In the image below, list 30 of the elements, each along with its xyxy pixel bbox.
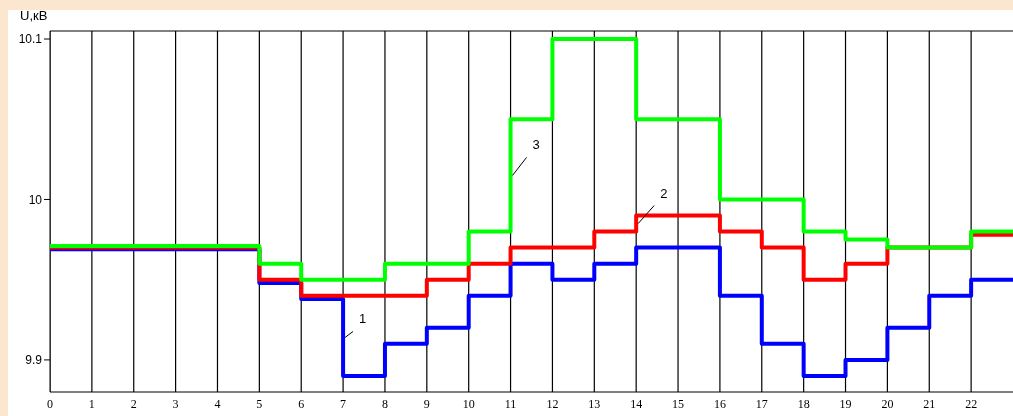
y-tick-label: 10.1 <box>18 32 43 47</box>
x-tick-label: 21 <box>923 397 936 411</box>
y-tick-label: 10 <box>28 192 43 207</box>
x-tick-label: 1 <box>88 397 95 411</box>
x-tick-label: 3 <box>172 397 179 411</box>
y-tick-label: 9.9 <box>25 353 43 368</box>
y-axis-title: U,кВ <box>20 8 48 23</box>
x-tick-label: 4 <box>214 397 221 411</box>
x-tick-label: 8 <box>381 397 388 411</box>
x-tick-label: 10 <box>462 397 475 411</box>
x-tick-label: 17 <box>755 397 768 411</box>
x-tick-label: 6 <box>298 397 305 411</box>
x-tick-label: 13 <box>588 397 601 411</box>
series-label: 2 <box>660 185 668 201</box>
x-tick-label: 0 <box>47 397 53 411</box>
x-tick-label: 14 <box>630 397 643 411</box>
series-label: 3 <box>532 137 540 153</box>
x-tick-label: 22 <box>965 397 978 411</box>
series-label: 1 <box>359 311 367 327</box>
x-tick-label: 20 <box>881 397 894 411</box>
x-tick-label: 15 <box>672 397 685 411</box>
x-tick-label: 2 <box>130 397 137 411</box>
x-tick-label: 7 <box>340 397 347 411</box>
x-tick-label: 19 <box>839 397 852 411</box>
x-tick-label: 5 <box>256 397 263 411</box>
x-tick-label: 11 <box>504 397 517 411</box>
x-tick-label: 12 <box>546 397 559 411</box>
x-tick-label: 16 <box>713 397 726 411</box>
x-tick-label: 18 <box>797 397 810 411</box>
x-tick-label: 9 <box>423 397 430 411</box>
